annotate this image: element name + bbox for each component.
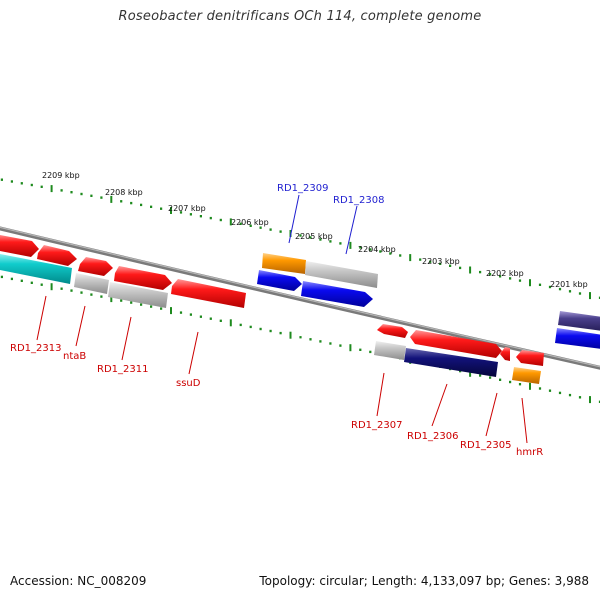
leader-rd1-2307 — [376, 372, 385, 417]
gene-rd1-2309[interactable] — [262, 253, 306, 274]
tick-label-2202: 2202 kbp — [486, 269, 524, 278]
label-rd1-2309[interactable]: RD1_2309 — [277, 183, 328, 194]
gene-red-left-1[interactable] — [0, 234, 39, 257]
gene-rd1-2306-upper[interactable] — [410, 330, 502, 358]
gene-labels: RD1_2309 RD1_2308 RD1_2313 ntaB RD1_2311… — [10, 183, 543, 458]
gene-hmrr-upper[interactable] — [516, 350, 544, 366]
leader-rd1-2311 — [121, 316, 132, 361]
genome-backbone-highlight — [0, 226, 600, 368]
tick-label-2206: 2206 kbp — [231, 218, 269, 227]
gene-rd1-2309-inner[interactable] — [257, 270, 302, 291]
label-rd1-2311[interactable]: RD1_2311 — [97, 364, 148, 375]
accession-label: Accession: NC_008209 — [10, 574, 147, 588]
gene-red-left-4[interactable] — [114, 266, 172, 290]
label-hmrr[interactable]: hmrR — [516, 447, 543, 458]
gene-rd1-2307-upper[interactable] — [377, 324, 408, 338]
label-ssud[interactable]: ssuD — [176, 378, 201, 389]
gene-rd1-2305[interactable] — [500, 347, 510, 361]
tick-label-2203: 2203 kbp — [422, 257, 460, 266]
tick-label-2207: 2207 kbp — [168, 204, 206, 213]
leader-rd1-2309 — [288, 194, 300, 244]
leader-rd1-2308 — [345, 205, 358, 255]
gene-red-left-3[interactable] — [78, 257, 113, 276]
tick-label-2205: 2205 kbp — [295, 232, 333, 241]
gene-rd1-2306[interactable] — [404, 348, 498, 377]
tick-label-2208: 2208 kbp — [105, 188, 143, 197]
label-rd1-2308[interactable]: RD1_2308 — [333, 195, 384, 206]
leader-rd1-2306 — [431, 383, 448, 427]
gene-rd1-2308[interactable] — [305, 261, 378, 288]
leader-ntab — [75, 305, 86, 347]
label-ntab[interactable]: ntaB — [63, 351, 86, 362]
gene-blue-right[interactable] — [555, 328, 600, 350]
genes-reverse — [0, 234, 544, 384]
genome-stats-label: Topology: circular; Length: 4,133,097 bp… — [259, 574, 589, 588]
tick-label-2201: 2201 kbp — [550, 280, 588, 289]
tick-label-2209: 2209 kbp — [42, 171, 80, 180]
leader-ssud — [188, 331, 199, 375]
leader-lines — [36, 194, 528, 444]
gene-rd1-2313[interactable] — [0, 253, 72, 284]
gene-rd1-2307[interactable] — [374, 341, 406, 360]
label-rd1-2313[interactable]: RD1_2313 — [10, 343, 61, 354]
tick-label-2204: 2204 kbp — [358, 245, 396, 254]
leader-rd1-2313 — [36, 295, 47, 341]
gene-ntab[interactable] — [74, 273, 109, 294]
label-rd1-2307[interactable]: RD1_2307 — [351, 420, 402, 431]
leader-rd1-2305 — [485, 392, 498, 437]
scale-tick-labels: 2209 kbp 2208 kbp 2207 kbp 2206 kbp 2205… — [42, 171, 588, 289]
gene-red-left-2[interactable] — [37, 245, 77, 266]
label-rd1-2305[interactable]: RD1_2305 — [460, 440, 511, 451]
leader-hmrr — [521, 397, 528, 444]
gene-rd1-2308-inner[interactable] — [301, 281, 373, 307]
gene-ssud[interactable] — [171, 279, 246, 308]
genes-forward — [257, 253, 600, 350]
gene-purple-right[interactable] — [558, 311, 600, 332]
label-rd1-2306[interactable]: RD1_2306 — [407, 431, 458, 442]
gene-rd1-2311[interactable] — [108, 282, 168, 308]
map-title: Roseobacter denitrificans OCh 114, compl… — [118, 9, 482, 24]
gene-hmrr[interactable] — [512, 367, 541, 384]
